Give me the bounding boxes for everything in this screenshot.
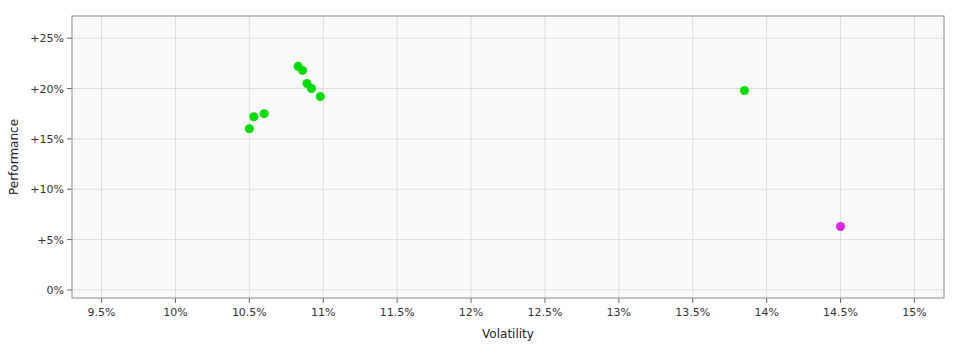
x-grid-line	[175, 16, 176, 298]
data-points	[245, 62, 845, 231]
x-grid-line	[618, 16, 619, 298]
x-tick	[101, 298, 102, 303]
x-grid-line	[766, 16, 767, 298]
scatter-point	[316, 92, 325, 101]
chart-container: 9.5% 10% 10.5% 11% 11.5% 12% 12.5% 13% 13.5% 14% 1…	[0, 0, 966, 350]
y-grid-line	[72, 239, 944, 240]
x-tick-label: 14.5%	[823, 306, 858, 319]
x-tick-label: 9.5%	[88, 306, 116, 319]
x-tick	[618, 298, 619, 303]
series	[836, 222, 845, 231]
x-tick	[840, 298, 841, 303]
x-tick-label: 15%	[902, 306, 926, 319]
x-grid-line	[471, 16, 472, 298]
x-tick	[397, 298, 398, 303]
x-tick	[323, 298, 324, 303]
x-tick-label: 12%	[459, 306, 483, 319]
y-tick	[67, 88, 72, 89]
x-tick-label: 11.5%	[380, 306, 415, 319]
y-grid-line	[72, 189, 944, 190]
x-tick-label: 11%	[311, 306, 335, 319]
y-tick-label: +25%	[30, 32, 64, 45]
x-tick	[175, 298, 176, 303]
y-grid-line	[72, 138, 944, 139]
scatter-point	[307, 84, 316, 93]
y-tick-label: 0%	[47, 284, 64, 297]
plot-frame	[72, 16, 944, 298]
scatter-point	[298, 66, 307, 75]
x-tick-label: 10%	[163, 306, 187, 319]
x-tick-label: 14%	[754, 306, 778, 319]
x-grid-line	[397, 16, 398, 298]
y-tick	[67, 138, 72, 139]
scatter-point	[740, 86, 749, 95]
x-tick	[692, 298, 693, 303]
x-tick-label: 13%	[607, 306, 631, 319]
x-tick-label: 12.5%	[527, 306, 562, 319]
grid	[72, 16, 944, 298]
y-tick	[67, 189, 72, 190]
y-grid-line	[72, 88, 944, 89]
plot-background	[72, 16, 944, 298]
x-tick	[471, 298, 472, 303]
x-grid-line	[323, 16, 324, 298]
scatter-point	[249, 112, 258, 121]
x-grid-line	[101, 16, 102, 298]
x-tick	[766, 298, 767, 303]
scatter-point	[260, 109, 269, 118]
x-grid-line	[544, 16, 545, 298]
axes: 9.5% 10% 10.5% 11% 11.5% 12% 12.5% 13% 13.5% 14% 1…	[30, 32, 926, 319]
x-axis-label: Volatility	[482, 327, 534, 341]
x-tick	[914, 298, 915, 303]
y-tick-label: +5%	[37, 234, 64, 247]
x-tick-label: 13.5%	[675, 306, 710, 319]
y-axis-label: Performance	[7, 119, 21, 195]
scatter-point	[836, 222, 845, 231]
y-tick-label: +10%	[30, 183, 64, 196]
x-tick-label: 10.5%	[232, 306, 267, 319]
y-tick	[67, 289, 72, 290]
x-grid-line	[692, 16, 693, 298]
x-grid-line	[249, 16, 250, 298]
x-grid-line	[840, 16, 841, 298]
series	[245, 62, 749, 133]
x-grid-line	[914, 16, 915, 298]
y-tick-label: +20%	[30, 83, 64, 96]
x-tick	[544, 298, 545, 303]
y-grid-line	[72, 38, 944, 39]
y-tick	[67, 38, 72, 39]
x-tick	[249, 298, 250, 303]
y-tick-label: +15%	[30, 133, 64, 146]
y-grid-line	[72, 289, 944, 290]
y-tick	[67, 239, 72, 240]
scatter-point	[245, 124, 254, 133]
chart: 9.5% 10% 10.5% 11% 11.5% 12% 12.5% 13% 13.5% 14% 1…	[0, 0, 966, 350]
